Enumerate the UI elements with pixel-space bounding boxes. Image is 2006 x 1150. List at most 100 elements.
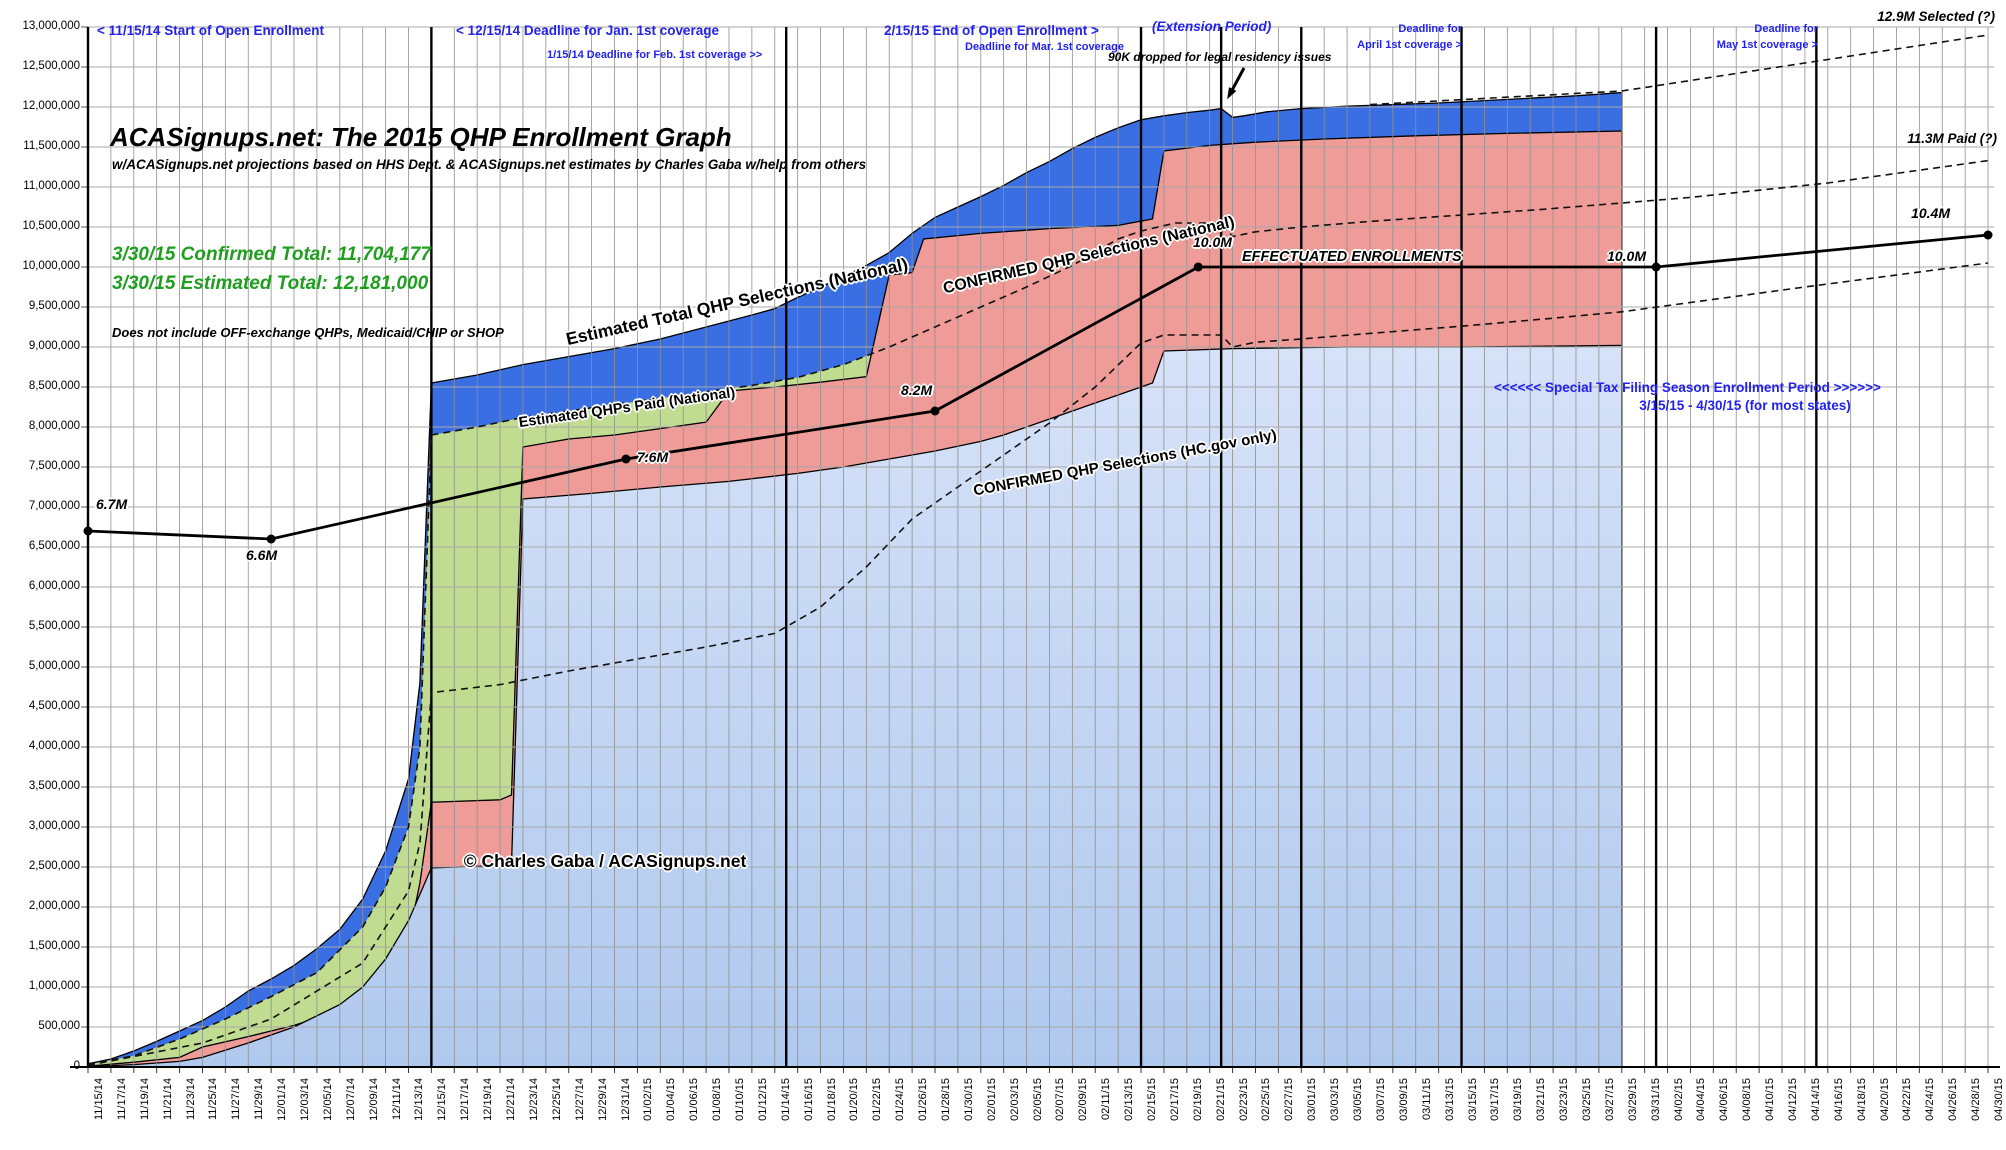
x-axis-label: 02/05/15 xyxy=(1031,1078,1044,1121)
x-axis-label: 11/29/14 xyxy=(253,1078,266,1121)
x-axis-label: 01/14/15 xyxy=(779,1078,792,1121)
x-axis-label: 12/25/14 xyxy=(550,1078,563,1121)
x-axis-label: 01/18/15 xyxy=(825,1078,838,1121)
y-axis-label: 6,000,000 xyxy=(28,580,80,592)
ann-tax-season-l2: 3/15/15 - 4/30/15 (for most states) xyxy=(1639,398,1851,413)
x-axis-label: 04/06/15 xyxy=(1718,1078,1731,1121)
y-axis-label: 10,000,000 xyxy=(22,260,80,272)
effectuated-point-marker xyxy=(621,454,631,464)
estimated-total-text: 3/30/15 Estimated Total: 12,181,000 xyxy=(112,273,429,294)
ann-deadline-apr1-l2: April 1st coverage > xyxy=(1357,39,1462,51)
x-axis-label: 02/11/15 xyxy=(1100,1078,1113,1121)
x-axis-label: 03/25/15 xyxy=(1580,1078,1593,1121)
x-axis-label: 04/08/15 xyxy=(1741,1078,1754,1121)
x-axis-label: 11/21/14 xyxy=(161,1078,174,1121)
x-axis-label: 04/26/15 xyxy=(1947,1078,1960,1121)
y-axis-label: 7,000,000 xyxy=(28,500,80,512)
x-axis-label: 04/20/15 xyxy=(1878,1078,1891,1121)
ann-76m: 7.6M xyxy=(637,449,669,465)
y-axis-label: 1,500,000 xyxy=(28,940,80,952)
x-axis-label: 04/24/15 xyxy=(1924,1078,1937,1121)
x-axis-label: 01/08/15 xyxy=(711,1078,724,1121)
ann-deadline-jan1: < 12/15/14 Deadline for Jan. 1st coverag… xyxy=(456,23,720,38)
x-axis-label: 02/23/15 xyxy=(1237,1078,1250,1121)
x-axis-label: 11/25/14 xyxy=(207,1078,220,1121)
x-axis-label: 04/14/15 xyxy=(1809,1078,1822,1121)
x-axis-label: 03/21/15 xyxy=(1535,1078,1548,1121)
ann-start-open-enrollment: < 11/15/14 Start of Open Enrollment xyxy=(97,23,324,38)
ann-end-open-enrollment: 2/15/15 End of Open Enrollment > xyxy=(884,23,1099,38)
x-axis-label: 01/22/15 xyxy=(871,1078,884,1121)
x-axis-label: 03/29/15 xyxy=(1626,1078,1639,1121)
effectuated-point-marker xyxy=(1651,262,1661,272)
x-axis-label: 12/29/14 xyxy=(596,1078,609,1121)
x-axis-label: 12/21/14 xyxy=(505,1078,518,1121)
ann-deadline-apr1-l1: Deadline for xyxy=(1398,23,1462,35)
y-axis-label: 4,000,000 xyxy=(28,740,80,752)
x-axis-label: 11/27/14 xyxy=(230,1078,243,1121)
x-axis-label: 01/28/15 xyxy=(940,1078,952,1121)
x-axis-label: 03/15/15 xyxy=(1466,1078,1479,1121)
copyright-text: © Charles Gaba / ACASignups.net xyxy=(463,851,747,871)
x-axis-label: 02/27/15 xyxy=(1283,1078,1296,1121)
ann-90k-dropped: 90K dropped for legal residency issues xyxy=(1108,50,1332,64)
x-axis-label: 03/27/15 xyxy=(1603,1078,1616,1121)
x-axis-label: 12/17/14 xyxy=(459,1078,472,1121)
x-axis-label: 02/19/15 xyxy=(1191,1078,1204,1121)
x-axis-label: 04/16/15 xyxy=(1832,1078,1845,1121)
x-axis-label: 03/23/15 xyxy=(1558,1078,1571,1121)
x-axis-label: 03/01/15 xyxy=(1306,1078,1319,1121)
ann-66m: 6.6M xyxy=(246,547,278,563)
ann-effectuated: EFFECTUATED ENROLLMENTS xyxy=(1242,249,1462,265)
y-axis-label: 12,000,000 xyxy=(22,100,80,112)
page-subtitle: w/ACASignups.net projections based on HH… xyxy=(112,157,867,172)
x-axis-label: 01/04/15 xyxy=(665,1078,678,1121)
confirmed-total-text: 3/30/15 Confirmed Total: 11,704,177 xyxy=(112,244,431,265)
x-axis-label: 04/02/15 xyxy=(1672,1078,1685,1121)
ann-deadline-may1-l2: May 1st coverage > xyxy=(1716,39,1818,51)
x-axis-label: 12/19/14 xyxy=(482,1078,495,1121)
exclusion-note: Does not include OFF-exchange QHPs, Medi… xyxy=(112,325,504,340)
x-axis-label: 01/30/15 xyxy=(962,1078,975,1121)
x-axis-label: 04/30/15 xyxy=(1993,1078,2006,1121)
ann-100m-second: 10.0M xyxy=(1607,248,1646,264)
x-axis-label: 03/11/15 xyxy=(1420,1078,1433,1121)
ann-67m: 6.7M xyxy=(96,496,128,512)
x-axis-label: 11/17/14 xyxy=(115,1078,128,1121)
x-axis-label: 12/09/14 xyxy=(367,1078,380,1121)
x-axis-label: 03/13/15 xyxy=(1443,1078,1456,1121)
y-axis-label: 9,500,000 xyxy=(28,300,80,312)
y-axis-label: 8,000,000 xyxy=(28,420,80,432)
x-axis-label: 01/02/15 xyxy=(642,1078,655,1121)
y-axis-label: 4,500,000 xyxy=(28,700,80,712)
y-axis-label: 13,000,000 xyxy=(22,20,80,32)
x-axis-label: 02/13/15 xyxy=(1123,1078,1136,1121)
x-axis-label: 03/19/15 xyxy=(1512,1078,1525,1121)
x-axis-label: 02/01/15 xyxy=(985,1078,998,1121)
x-axis-label: 01/20/15 xyxy=(848,1078,861,1121)
x-axis-label: 12/27/14 xyxy=(573,1078,586,1121)
y-axis-label: 1,000,000 xyxy=(28,980,80,992)
x-axis-label: 04/28/15 xyxy=(1970,1078,1983,1121)
ann-82m: 8.2M xyxy=(901,382,933,398)
ann-extension-period: (Extension Period) xyxy=(1152,19,1272,34)
x-axis-label: 02/17/15 xyxy=(1168,1078,1181,1121)
x-axis-label: 01/12/15 xyxy=(756,1078,769,1121)
x-axis-label: 12/23/14 xyxy=(527,1078,540,1121)
x-axis-label: 12/31/14 xyxy=(619,1078,632,1121)
x-axis-label: 12/01/14 xyxy=(276,1078,289,1121)
ann-deadline-mar1: Deadline for Mar. 1st coverage xyxy=(965,41,1124,53)
x-axis-label: 03/03/15 xyxy=(1329,1078,1342,1121)
x-axis-label: 01/06/15 xyxy=(688,1078,701,1121)
x-axis-label: 03/05/15 xyxy=(1352,1078,1365,1121)
x-axis-label: 03/17/15 xyxy=(1489,1078,1502,1121)
effectuated-point-marker xyxy=(1193,262,1203,272)
x-axis-label: 12/11/14 xyxy=(390,1078,403,1121)
dashed-selected-projection-12-9m-selected- xyxy=(1369,34,1989,106)
y-axis-label: 12,500,000 xyxy=(22,60,80,72)
y-axis-label: 5,000,000 xyxy=(28,660,80,672)
y-axis-label: 11,500,000 xyxy=(23,140,80,152)
y-axis-label: 10,500,000 xyxy=(22,220,80,232)
x-axis-label: 02/15/15 xyxy=(1146,1078,1159,1121)
effectuated-point-marker xyxy=(930,406,940,416)
